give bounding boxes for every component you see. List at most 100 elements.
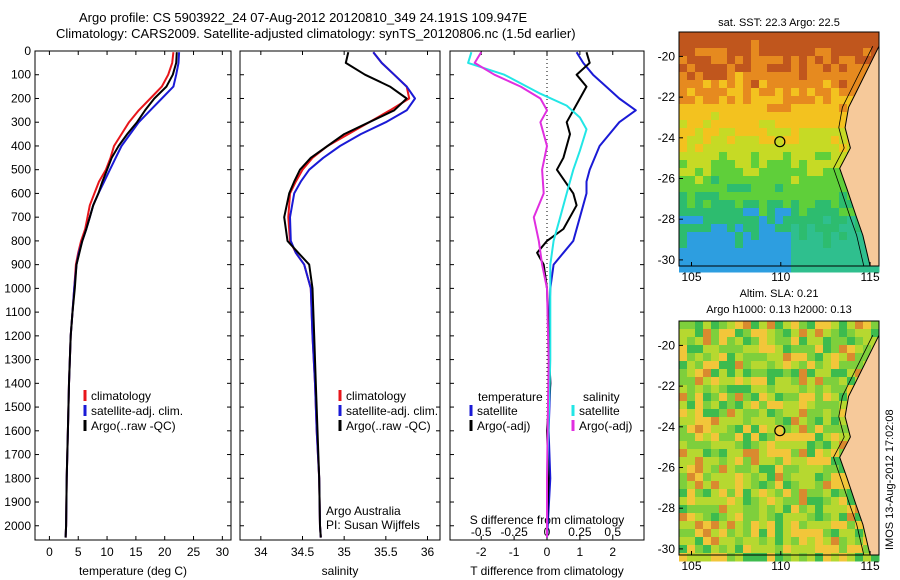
map-pixel — [775, 369, 784, 378]
map-pixel — [751, 64, 760, 73]
map-pixel — [775, 409, 784, 418]
map-pixel — [847, 200, 856, 209]
map-pixel — [711, 40, 720, 49]
map-pixel — [791, 361, 800, 370]
map-pixel — [687, 409, 696, 418]
map-pixel — [727, 136, 736, 145]
map-pixel — [839, 321, 848, 330]
map-pixel — [863, 256, 872, 265]
map-pixel — [823, 144, 832, 153]
map-pixel — [703, 369, 712, 378]
map-pixel — [775, 72, 784, 81]
map-pixel — [815, 393, 824, 402]
map-pixel — [751, 120, 760, 129]
map-pixel — [727, 393, 736, 402]
map-pixel — [847, 513, 856, 522]
map-pixel — [791, 345, 800, 354]
x-tick-label: 34 — [254, 545, 268, 559]
map-pixel — [695, 48, 704, 57]
map-pixel — [863, 32, 872, 41]
difference-panel: -2 -1 0 1 2 T difference from climatology -0.5… — [449, 50, 645, 578]
map-pixel — [703, 40, 712, 49]
map-pixel — [823, 160, 832, 169]
map-pixel — [743, 240, 752, 249]
map-pixel — [799, 425, 808, 434]
map-pixel — [727, 321, 736, 330]
map-pixel — [807, 425, 816, 434]
y-tick-label: 1600 — [4, 424, 31, 438]
map-pixel — [831, 136, 840, 145]
map-pixel — [823, 216, 832, 225]
map-pixel — [679, 449, 688, 458]
map-pixel — [727, 361, 736, 370]
map-pixel — [783, 48, 792, 57]
map-pixel — [727, 433, 736, 442]
map-pixel — [767, 417, 776, 426]
map-pixel — [703, 168, 712, 177]
map-pixel — [791, 144, 800, 153]
y-tick-label: 2000 — [4, 519, 31, 533]
map-pixel — [775, 48, 784, 57]
map-pixel — [815, 473, 824, 482]
map-pixel — [839, 521, 848, 530]
map-pixel — [727, 72, 736, 81]
map-pixel — [815, 216, 824, 225]
map-pixel — [687, 128, 696, 137]
map-pixel — [831, 505, 840, 514]
map-pixel — [695, 481, 704, 490]
map-pixel — [759, 329, 768, 338]
map-pixel — [743, 401, 752, 410]
map-pixel — [831, 441, 840, 450]
map-pixel — [799, 553, 808, 562]
map-pixel — [767, 264, 776, 273]
map-pixel — [807, 505, 816, 514]
map-pixel — [807, 329, 816, 338]
x-tick-label: 105 — [681, 270, 701, 284]
map-pixel — [775, 248, 784, 257]
map-pixel — [751, 425, 760, 434]
map-pixel — [735, 136, 744, 145]
map-pixel — [783, 32, 792, 41]
map-pixel — [711, 417, 720, 426]
map-pixel — [727, 120, 736, 129]
map-pixel — [847, 521, 856, 530]
map-pixel — [815, 48, 824, 57]
map-pixel — [695, 120, 704, 129]
map-pixel — [695, 264, 704, 273]
chart-title-line2: Climatology: CARS2009. Satellite-adjuste… — [56, 26, 576, 41]
map-pixel — [863, 64, 872, 73]
map-pixel — [791, 321, 800, 330]
map-pixel — [871, 321, 880, 330]
map-pixel — [703, 465, 712, 474]
map-pixel — [815, 144, 824, 153]
map-pixel — [855, 353, 864, 362]
map-pixel — [791, 104, 800, 113]
map-pixel — [791, 537, 800, 546]
map-pixel — [695, 136, 704, 145]
map-pixel — [703, 80, 712, 89]
map-pixel — [743, 521, 752, 530]
legend-label: climatology — [91, 389, 151, 403]
map-pixel — [831, 537, 840, 546]
map-pixel — [735, 457, 744, 466]
map-pixel — [759, 425, 768, 434]
x-tick-label: 105 — [681, 559, 701, 573]
map-pixel — [751, 377, 760, 386]
sla_map-subtitle: Argo h1000: 0.13 h2000: 0.13 — [706, 304, 852, 316]
map-pixel — [727, 441, 736, 450]
y-tick-label: 100 — [11, 68, 31, 82]
y-tick-label: 1500 — [4, 400, 31, 414]
map-pixel — [727, 489, 736, 498]
legend-header-temperature: temperature — [478, 390, 543, 404]
map-pixel — [727, 545, 736, 554]
map-pixel — [839, 176, 848, 185]
map-pixel — [791, 377, 800, 386]
map-pixel — [863, 345, 872, 354]
chart-title-line1: Argo profile: CS 5903922_24 07-Aug-2012 … — [79, 10, 528, 25]
map-pixel — [799, 353, 808, 362]
map-pixel — [695, 489, 704, 498]
map-pixel — [719, 513, 728, 522]
map-pixel — [855, 232, 864, 241]
map-pixel — [783, 377, 792, 386]
map-pixel — [703, 32, 712, 41]
